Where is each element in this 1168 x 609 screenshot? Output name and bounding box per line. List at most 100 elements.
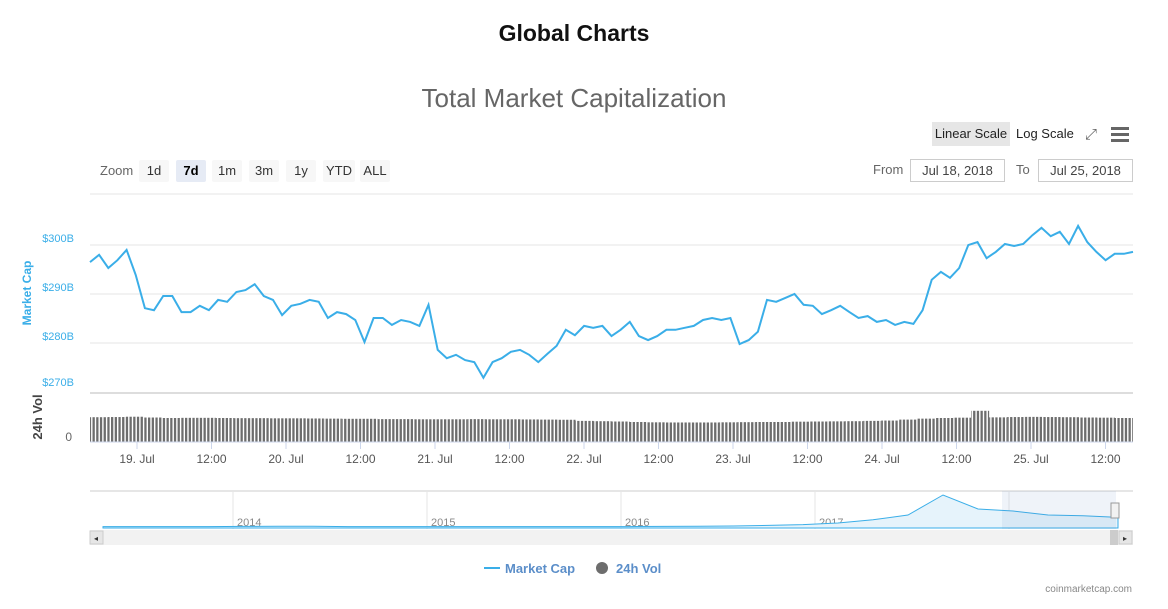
volume-bar: [1007, 417, 1026, 442]
y-tick-label: $270B: [42, 377, 74, 389]
volume-bar: [287, 418, 306, 442]
volume-bar: [179, 417, 198, 442]
navigator-handle[interactable]: [1110, 502, 1120, 519]
volume-bar: [773, 422, 792, 442]
log-scale-button[interactable]: Log Scale: [1016, 126, 1074, 141]
volume-bar: [989, 417, 1008, 442]
volume-bar: [107, 417, 126, 442]
volume-bar: [467, 419, 486, 442]
zoom-button-all[interactable]: ALL: [360, 160, 390, 182]
zoom-button-1d[interactable]: 1d: [139, 160, 169, 182]
menu-icon[interactable]: [1111, 127, 1129, 142]
zoom-button-1m[interactable]: 1m: [212, 160, 242, 182]
navigator-year-label: 2016: [625, 517, 649, 529]
volume-bar: [161, 418, 180, 442]
volume-bar: [701, 422, 720, 442]
navigator-series: [102, 494, 1119, 529]
x-tick-label: 12:00: [196, 452, 226, 466]
volume-bar: [269, 418, 288, 442]
zoom-button-3m[interactable]: 3m: [249, 160, 279, 182]
volume-bar: [539, 419, 558, 442]
volume-bar: [395, 419, 414, 442]
to-date-input[interactable]: Jul 25, 2018: [1038, 159, 1133, 182]
x-tick-label: 12:00: [941, 452, 971, 466]
x-tick-label: 24. Jul: [864, 452, 899, 466]
volume-bar: [215, 418, 234, 442]
volume-bar: [629, 422, 648, 442]
volume-bar: [359, 418, 378, 442]
market-cap-line: [89, 223, 1134, 380]
chart-title: Total Market Capitalization: [421, 83, 727, 113]
volume-bar: [1061, 417, 1080, 442]
volume-bar: [899, 419, 918, 442]
volume-bar: [845, 421, 864, 442]
scrollbar-track[interactable]: [90, 530, 1133, 545]
volume-bar: [90, 417, 108, 442]
volume-bar: [377, 419, 396, 442]
to-label: To: [1016, 162, 1030, 177]
x-tick-label: 21. Jul: [417, 452, 452, 466]
arrow-right-icon: ▸: [1123, 534, 1127, 543]
volume-bar: [341, 418, 360, 442]
y-tick-label: $290B: [42, 282, 74, 294]
linear-scale-button[interactable]: Linear Scale: [932, 122, 1010, 146]
volume-bar: [521, 419, 540, 442]
scroll-right-button[interactable]: [1118, 530, 1133, 545]
volume-bar: [827, 421, 846, 442]
volume-bar: [683, 422, 702, 442]
volume-bar: [233, 418, 252, 442]
navigator-year-label: 2015: [431, 517, 455, 529]
fullscreen-icon[interactable]: ⤢: [1085, 126, 1098, 143]
volume-bar: [1043, 417, 1062, 442]
volume-bar: [953, 417, 972, 442]
zoom-button-7d[interactable]: 7d: [176, 160, 206, 182]
volume-bar: [197, 417, 216, 442]
circle-legend-icon: [596, 562, 608, 574]
volume-bar: [251, 418, 270, 442]
navigator-selection[interactable]: [1002, 491, 1116, 529]
volume-bar: [557, 419, 576, 442]
x-tick-label: 12:00: [792, 452, 822, 466]
x-tick-label: 12:00: [345, 452, 375, 466]
from-date-input[interactable]: Jul 18, 2018: [910, 159, 1005, 182]
x-tick-label: 22. Jul: [566, 452, 601, 466]
volume-bar: [665, 422, 684, 442]
volume-bar: [125, 416, 144, 442]
scroll-left-button[interactable]: [89, 530, 104, 545]
arrow-left-icon: ◂: [94, 534, 98, 543]
zoom-label: Zoom: [100, 163, 134, 178]
volume-bar: [593, 421, 612, 442]
legend-market-cap[interactable]: Market Cap: [484, 561, 575, 576]
volume-bar: [755, 422, 774, 442]
x-tick-label: 25. Jul: [1013, 452, 1048, 466]
zoom-button-ytd[interactable]: YTD: [323, 160, 355, 182]
legend-label: 24h Vol: [616, 561, 661, 576]
legend-24h-vol[interactable]: 24h Vol: [596, 561, 661, 576]
volume-bar: [791, 421, 810, 442]
volume-bar: [935, 418, 954, 442]
y-tick-label: $280B: [42, 331, 74, 343]
navigator[interactable]: 20142015201620172018 ◂ ▸: [89, 490, 1133, 545]
volume-bar: [575, 420, 594, 442]
volume-bar: [719, 422, 738, 442]
volume-bar: [1115, 418, 1133, 442]
volume-bar: [503, 419, 522, 442]
volume-bar: [863, 420, 882, 442]
vol-tick-0: 0: [65, 430, 72, 444]
volume-bar: [449, 419, 468, 442]
volume-bar: [1079, 417, 1098, 442]
volume-bar: [737, 422, 756, 442]
x-tick-label: 20. Jul: [268, 452, 303, 466]
scrollbar-thumb[interactable]: [1110, 530, 1118, 545]
volume-bar: [143, 417, 162, 442]
volume-bar: [485, 419, 504, 442]
from-label: From: [873, 162, 904, 177]
volume-bar: [1097, 417, 1116, 442]
credit-link[interactable]: coinmarketcap.com: [1045, 584, 1132, 595]
page-title: Global Charts: [498, 20, 650, 46]
zoom-button-1y[interactable]: 1y: [286, 160, 316, 182]
volume-bar: [611, 421, 630, 442]
y-tick-label: $300B: [42, 233, 74, 245]
x-tick-label: 23. Jul: [715, 452, 750, 466]
